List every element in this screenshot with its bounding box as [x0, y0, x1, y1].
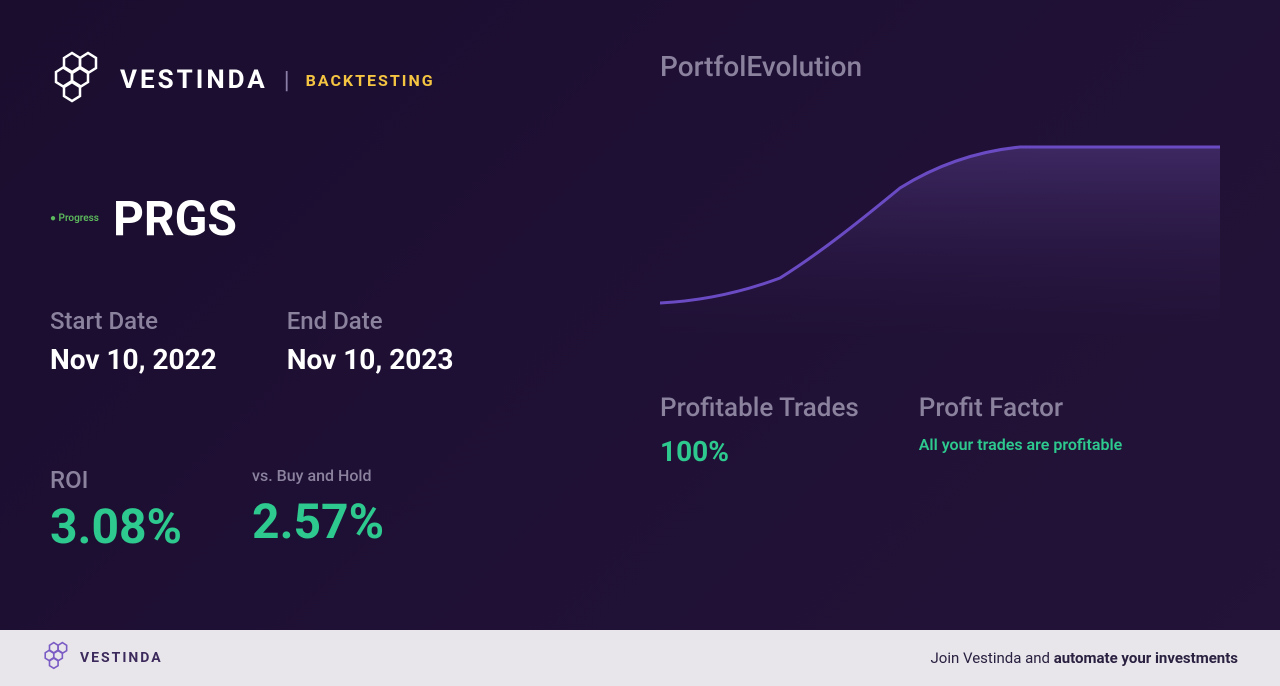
ticker-logo: ● Progress — [50, 213, 99, 224]
portfolio-chart — [660, 103, 1230, 333]
profit-factor-block: Profit Factor All your trades are profit… — [919, 393, 1122, 468]
profitable-trades-block: Profitable Trades 100% — [660, 393, 859, 468]
brand-name: VESTINDA — [120, 65, 268, 95]
chart-title: PortfolEvolution — [660, 50, 1230, 83]
footer-cta-prefix: Join Vestinda and — [931, 649, 1054, 667]
ticker-symbol: PRGS — [113, 190, 237, 247]
buy-hold-value: 2.57% — [252, 493, 384, 550]
right-panel: PortfolEvolution Profitable Trades 100% … — [610, 50, 1230, 620]
logo-row: VESTINDA | BACKTESTING — [50, 50, 610, 110]
profitable-trades-label: Profitable Trades — [660, 393, 859, 423]
end-date-block: End Date Nov 10, 2023 — [287, 307, 454, 376]
end-date-label: End Date — [287, 307, 454, 335]
metrics-row: ROI 3.08% vs. Buy and Hold 2.57% — [50, 466, 610, 555]
roi-block: ROI 3.08% — [50, 466, 182, 555]
vestinda-footer-icon — [42, 641, 72, 675]
vestinda-logo-icon — [50, 50, 106, 110]
end-date-value: Nov 10, 2023 — [287, 343, 454, 376]
footer-brand-name: VESTINDA — [80, 650, 163, 666]
profitable-trades-value: 100% — [660, 435, 859, 468]
buy-hold-label: vs. Buy and Hold — [252, 466, 384, 485]
profit-factor-text: All your trades are profitable — [919, 435, 1122, 454]
start-date-block: Start Date Nov 10, 2022 — [50, 307, 217, 376]
page-label: BACKTESTING — [306, 71, 435, 90]
left-panel: VESTINDA | BACKTESTING ● Progress PRGS S… — [50, 50, 610, 620]
buy-hold-block: vs. Buy and Hold 2.57% — [252, 466, 384, 555]
start-date-label: Start Date — [50, 307, 217, 335]
footer-logo: VESTINDA — [42, 641, 163, 675]
start-date-value: Nov 10, 2022 — [50, 343, 217, 376]
profit-factor-label: Profit Factor — [919, 393, 1122, 423]
footer: VESTINDA Join Vestinda and automate your… — [0, 630, 1280, 686]
dates-row: Start Date Nov 10, 2022 End Date Nov 10,… — [50, 307, 610, 376]
main-content: VESTINDA | BACKTESTING ● Progress PRGS S… — [0, 0, 1280, 620]
ticker-row: ● Progress PRGS — [50, 190, 610, 247]
footer-cta-bold: automate your investments — [1054, 649, 1238, 667]
right-metrics-row: Profitable Trades 100% Profit Factor All… — [660, 393, 1230, 468]
header-divider: | — [284, 66, 290, 94]
roi-value: 3.08% — [50, 498, 182, 555]
roi-label: ROI — [50, 466, 182, 494]
footer-cta: Join Vestinda and automate your investme… — [931, 649, 1239, 667]
